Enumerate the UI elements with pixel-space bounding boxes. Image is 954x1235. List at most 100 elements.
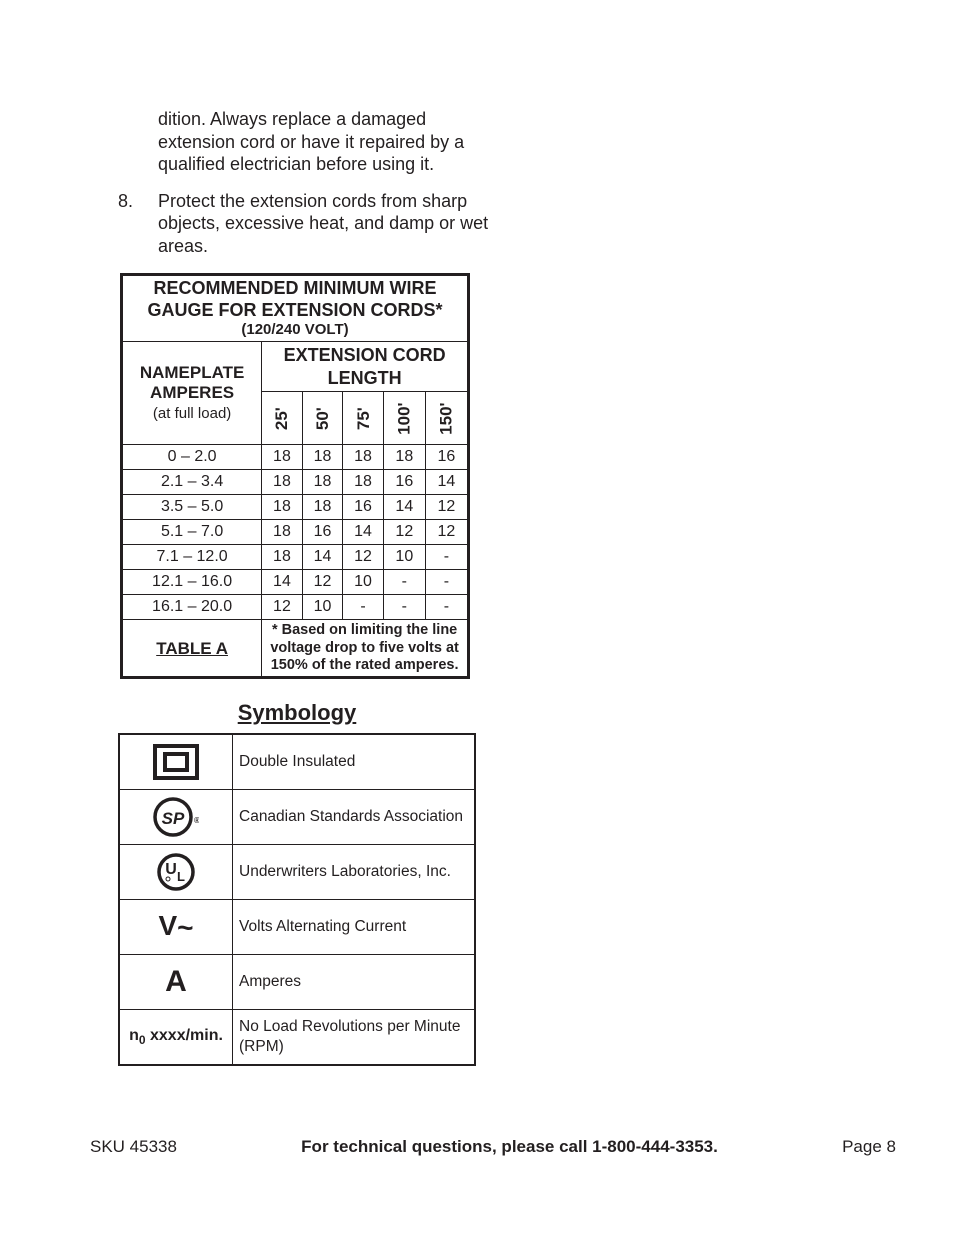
table-a-label: TABLE A — [122, 620, 262, 678]
symbol-description: Amperes — [233, 954, 476, 1009]
gauge-value: 18 — [262, 470, 303, 495]
double-insulated-icon — [151, 742, 201, 782]
gauge-value: - — [383, 570, 425, 595]
gauge-value: - — [425, 545, 468, 570]
gauge-value: 14 — [343, 520, 384, 545]
symbol-cell — [119, 734, 233, 790]
list-item-8: 8. Protect the extension cords from shar… — [118, 190, 498, 258]
length-150: 150' — [425, 392, 468, 445]
gauge-value: 18 — [262, 520, 303, 545]
ul-icon: UL — [155, 852, 197, 892]
symbology-row: Double Insulated — [119, 734, 475, 790]
symbol-description: Volts Alternating Current — [233, 899, 476, 954]
paragraph-continued: dition. Always replace a damaged extensi… — [158, 108, 498, 176]
footer-page: Page 8 — [842, 1137, 896, 1157]
symbol-description: Canadian Standards Association — [233, 789, 476, 844]
gauge-value: 14 — [425, 470, 468, 495]
length-100: 100' — [383, 392, 425, 445]
symbology-row: n0 xxxx/min. No Load Revolutions per Minu… — [119, 1009, 475, 1065]
table-row: 2.1 – 3.41818181614 — [122, 470, 469, 495]
table-row: 16.1 – 20.01210--- — [122, 595, 469, 620]
symbology-row: A Amperes — [119, 954, 475, 1009]
symbology-heading: Symbology — [118, 699, 476, 727]
gauge-value: - — [425, 570, 468, 595]
amperes-range: 5.1 – 7.0 — [122, 520, 262, 545]
gauge-value: - — [343, 595, 384, 620]
nameplate-line2: AMPERES — [150, 383, 234, 402]
nameplate-line1: NAMEPLATE — [140, 363, 245, 382]
gauge-value: 18 — [302, 495, 343, 520]
gauge-value: 16 — [343, 495, 384, 520]
gauge-value: 12 — [343, 545, 384, 570]
symbol-description: No Load Revolutions per Minute (RPM) — [233, 1009, 476, 1065]
footer-phone: For technical questions, please call 1-8… — [301, 1137, 718, 1157]
length-75: 75' — [343, 392, 384, 445]
rpm-icon: n0 xxxx/min. — [129, 1027, 223, 1044]
wire-table-title: RECOMMENDED MINIMUM WIRE GAUGE FOR EXTEN… — [122, 275, 469, 342]
gauge-value: 10 — [383, 545, 425, 570]
footer-sku: SKU 45338 — [90, 1137, 177, 1157]
symbol-cell: A — [119, 954, 233, 1009]
amperes-range: 16.1 – 20.0 — [122, 595, 262, 620]
length-25: 25' — [262, 392, 303, 445]
svg-text:U: U — [165, 861, 177, 878]
svg-text:L: L — [177, 869, 185, 884]
wire-title-line3: (120/240 VOLT) — [125, 321, 465, 339]
table-row: 7.1 – 12.018141210- — [122, 545, 469, 570]
symbology-table: Double Insulated SP® Canadian Standards As… — [118, 733, 476, 1066]
nameplate-line3: (at full load) — [153, 405, 231, 422]
symbology-row: V~ Volts Alternating Current — [119, 899, 475, 954]
table-row: 5.1 – 7.01816141212 — [122, 520, 469, 545]
extension-cord-length-header: EXTENSION CORD LENGTH — [262, 342, 469, 392]
gauge-value: 12 — [383, 520, 425, 545]
amperes-range: 0 – 2.0 — [122, 445, 262, 470]
csa-icon: SP® — [153, 797, 199, 837]
table-row: 3.5 – 5.01818161412 — [122, 495, 469, 520]
gauge-value: 16 — [383, 470, 425, 495]
gauge-value: 18 — [302, 470, 343, 495]
gauge-value: 12 — [425, 520, 468, 545]
gauge-value: 12 — [425, 495, 468, 520]
gauge-value: - — [425, 595, 468, 620]
svg-text:SP: SP — [162, 809, 185, 828]
gauge-value: 18 — [343, 470, 384, 495]
symbology-row: UL Underwriters Laboratories, Inc. — [119, 844, 475, 899]
amperes-icon: A — [165, 965, 187, 998]
vac-icon: V~ — [158, 910, 193, 941]
nameplate-header: NAMEPLATE AMPERES (at full load) — [122, 342, 262, 445]
symbol-cell: UL — [119, 844, 233, 899]
page-footer: SKU 45338 For technical questions, pleas… — [90, 1137, 896, 1157]
gauge-value: 14 — [262, 570, 303, 595]
list-number: 8. — [118, 190, 158, 258]
wire-title-line1: RECOMMENDED MINIMUM WIRE — [154, 278, 437, 298]
symbol-description: Double Insulated — [233, 734, 476, 790]
list-text: Protect the extension cords from sharp o… — [158, 190, 498, 258]
gauge-value: 14 — [302, 545, 343, 570]
gauge-value: 18 — [262, 445, 303, 470]
length-50: 50' — [302, 392, 343, 445]
gauge-value: 18 — [262, 545, 303, 570]
text-column: dition. Always replace a damaged extensi… — [118, 108, 498, 1066]
wire-title-line2: GAUGE FOR EXTENSION CORDS* — [147, 300, 442, 320]
gauge-value: 12 — [262, 595, 303, 620]
table-row: 0 – 2.01818181816 — [122, 445, 469, 470]
gauge-value: 18 — [343, 445, 384, 470]
symbol-cell: V~ — [119, 899, 233, 954]
symbol-description: Underwriters Laboratories, Inc. — [233, 844, 476, 899]
table-row: 12.1 – 16.0141210-- — [122, 570, 469, 595]
symbol-cell: SP® — [119, 789, 233, 844]
table-footnote: * Based on limiting the line voltage dro… — [262, 620, 469, 678]
gauge-value: 12 — [302, 570, 343, 595]
amperes-range: 2.1 – 3.4 — [122, 470, 262, 495]
page: dition. Always replace a damaged extensi… — [0, 0, 954, 1235]
gauge-value: - — [383, 595, 425, 620]
amperes-range: 12.1 – 16.0 — [122, 570, 262, 595]
symbology-row: SP® Canadian Standards Association — [119, 789, 475, 844]
wire-gauge-table: RECOMMENDED MINIMUM WIRE GAUGE FOR EXTEN… — [120, 273, 470, 679]
gauge-value: 14 — [383, 495, 425, 520]
gauge-value: 16 — [425, 445, 468, 470]
amperes-range: 7.1 – 12.0 — [122, 545, 262, 570]
gauge-value: 18 — [262, 495, 303, 520]
gauge-value: 18 — [302, 445, 343, 470]
amperes-range: 3.5 – 5.0 — [122, 495, 262, 520]
